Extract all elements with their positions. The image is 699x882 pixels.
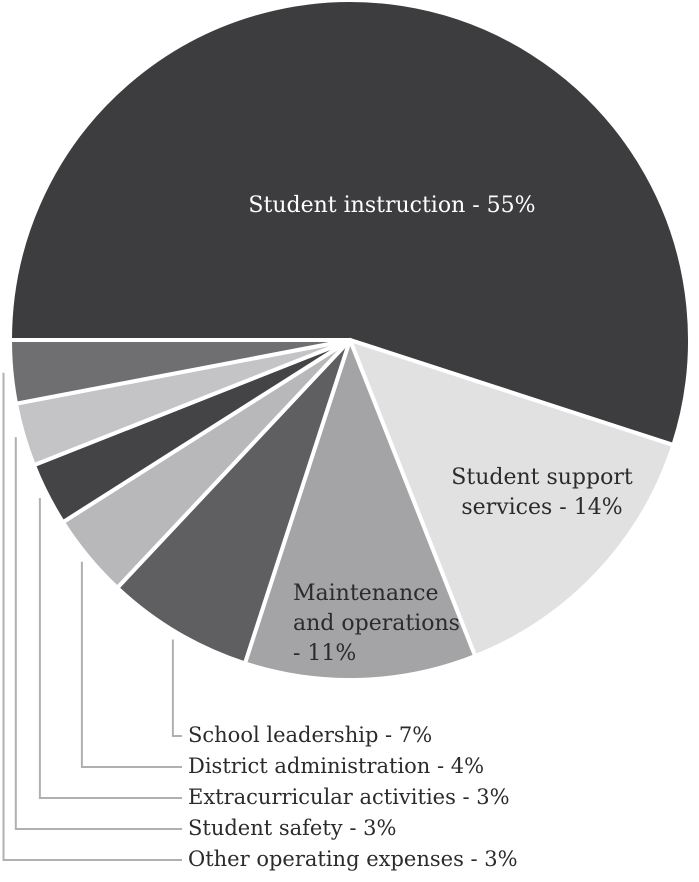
leader-lines [2,372,182,861]
pie-slices [8,0,692,682]
slice-label-7: Other operating expenses - 3% [188,847,518,871]
slice-labels: Student instruction - 55% Student support… [188,193,633,871]
pie-slice-2 [242,338,478,682]
leader-line-5 [38,498,182,799]
slice-label-2-line-1: and operations [293,611,460,636]
slice-label-0: Student instruction - 55% [248,193,535,218]
slice-label-3: School leadership - 7% [188,723,432,747]
slice-label-4: District administration - 4% [188,754,484,778]
pie-slice-3 [115,338,352,666]
leader-line-6 [14,437,182,830]
slice-label-1-line-1: services - 14% [461,495,622,520]
pie-slice-7 [8,338,352,406]
pie-slice-1 [348,338,676,659]
slice-label-6: Student safety - 3% [188,816,396,840]
slice-label-5: Extracurricular activities - 3% [188,785,510,809]
leader-line-7 [2,372,182,861]
slice-label-2-line-2: - 11% [293,641,356,666]
pie-slice-0 [8,0,692,448]
leader-line-3 [171,639,182,737]
slice-label-1-line-0: Student support [451,465,633,490]
slice-label-2-line-0: Maintenance [293,581,439,606]
leader-line-4 [80,561,182,768]
